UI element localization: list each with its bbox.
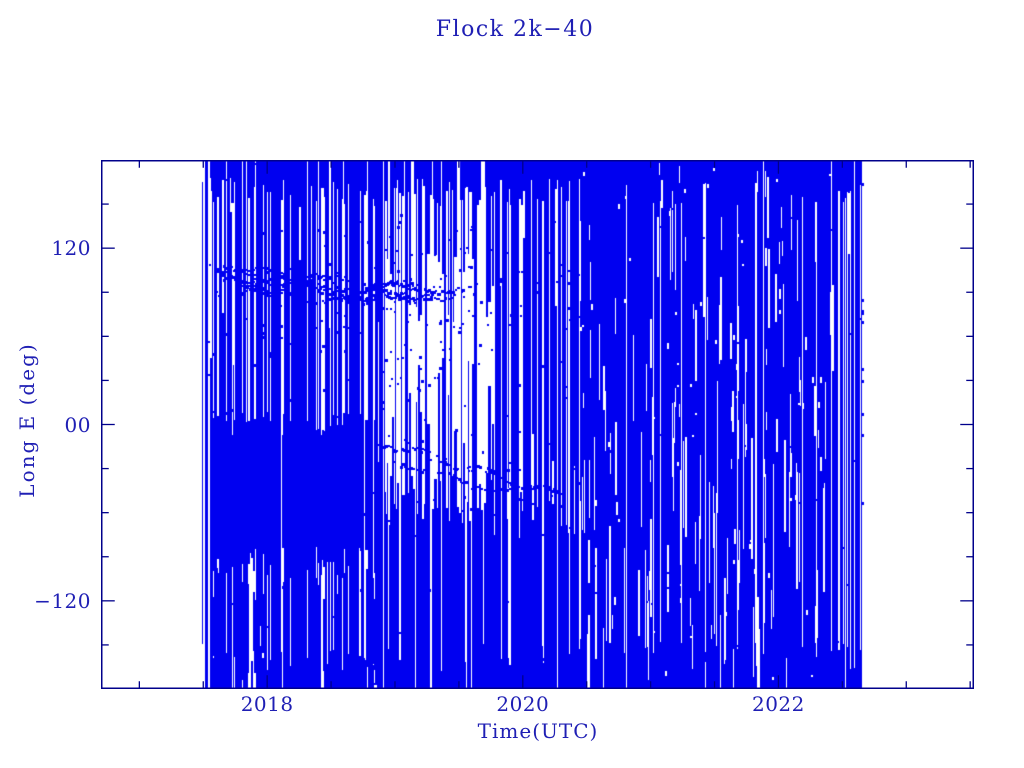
x-tick-label-2018: 2018 xyxy=(240,692,294,716)
y-axis-label: Long E (deg) xyxy=(15,342,39,498)
y-tick-label-120: 120 xyxy=(51,236,91,261)
x-tick-label-2020: 2020 xyxy=(496,692,550,716)
chart-title: Flock 2k−40 xyxy=(435,17,595,42)
x-axis-label: Time(UTC) xyxy=(477,719,599,743)
y-tick-label-−120: −120 xyxy=(34,588,91,613)
plot-data-canvas xyxy=(101,160,974,689)
y-tick-label-00: 00 xyxy=(64,412,91,437)
x-tick-label-2022: 2022 xyxy=(751,692,805,716)
